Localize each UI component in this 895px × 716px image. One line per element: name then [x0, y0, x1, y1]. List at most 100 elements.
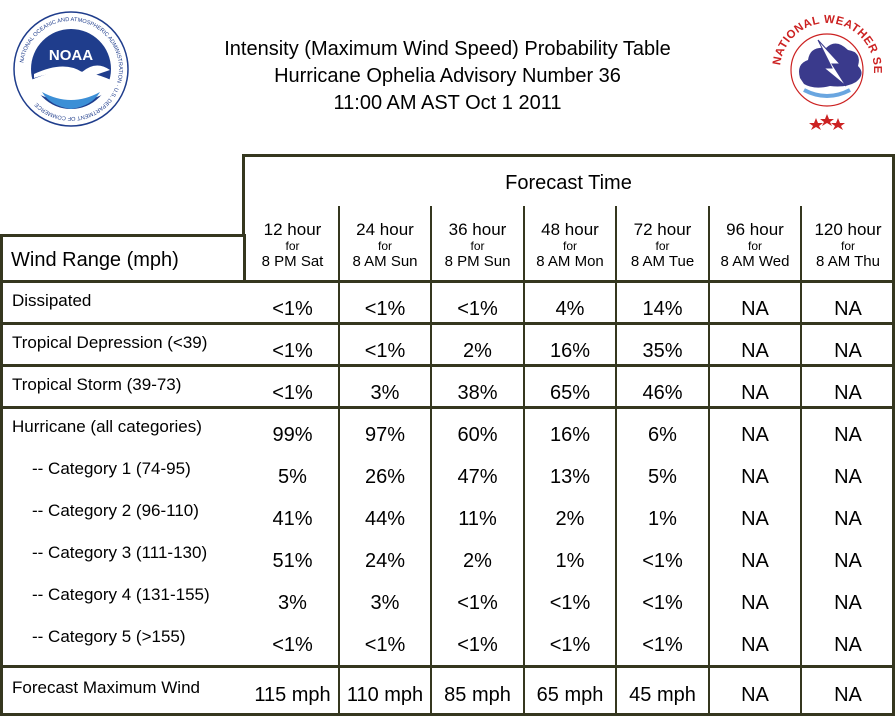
table-cell: 60%: [457, 424, 498, 446]
column-header-for: for: [377, 239, 392, 253]
advisory-time: 11:00 AM AST Oct 1 2011: [333, 92, 562, 114]
table-cell: <1%: [364, 340, 406, 362]
row-label: Tropical Storm (39-73): [12, 375, 182, 394]
table-cell: <1%: [272, 382, 313, 404]
table-cell: NA: [741, 382, 769, 404]
table-cell: 44%: [364, 508, 406, 530]
column-header-date: 8 AM Mon: [536, 253, 604, 270]
column-divider: [800, 206, 802, 716]
row-label: -- Category 5 (>155): [32, 627, 186, 646]
table-cell: 2%: [463, 340, 492, 362]
row-label: -- Category 3 (111-130): [32, 543, 208, 562]
column-header-for: for: [655, 239, 670, 253]
column-header-hour: 120 hour: [814, 220, 882, 239]
table-cell: NA: [741, 508, 769, 530]
table-cell: 2%: [463, 550, 492, 572]
table-cell: NA: [741, 550, 769, 572]
table-cell: NA: [834, 424, 862, 446]
column-header-hour: 96 hour: [726, 220, 784, 239]
table-cell: NA: [834, 634, 862, 656]
forecast-max-wind-label: Forecast Maximum Wind: [12, 678, 200, 697]
table-cell: 11%: [458, 508, 497, 530]
column-header-hour: 72 hour: [633, 220, 692, 239]
row-label: -- Category 4 (131-155): [32, 585, 210, 604]
table-cell: NA: [741, 424, 769, 446]
table-cell: 97%: [364, 424, 406, 446]
row-box-tropical-depression: [0, 322, 895, 367]
table-cell: NA: [741, 466, 769, 488]
column-divider: [615, 206, 617, 716]
table-cell: 1%: [555, 550, 585, 572]
column-divider: [523, 206, 525, 716]
table-cell: NA: [834, 550, 862, 572]
column-header: 48 hour for 8 AM Mon: [524, 220, 616, 271]
table-cell: 4%: [555, 298, 585, 320]
column-header: 12 hour for 8 PM Sat: [246, 220, 339, 271]
column-header-for: for: [562, 239, 577, 253]
header: NOAA NATIONAL OCEANIC AND ATMOSPHERIC AD…: [0, 0, 895, 150]
table-cell: NA: [834, 592, 862, 614]
wind-range-label: Wind Range (mph): [11, 249, 179, 271]
column-header-date: 8 AM Thu: [816, 253, 880, 270]
row-box-forecast-max-wind: [0, 665, 895, 716]
table-cell: <1%: [642, 550, 683, 572]
column-header-date: 8 PM Sat: [261, 253, 324, 270]
column-header: 24 hour for 8 AM Sun: [339, 220, 431, 271]
table-cell: NA: [741, 340, 769, 362]
forecast-max-wind-cell: NA: [741, 684, 769, 706]
column-header: 96 hour for 8 AM Wed: [709, 220, 801, 271]
table-cell: 16%: [549, 424, 591, 446]
row-box-hurricane: [0, 406, 895, 668]
page-title: Intensity (Maximum Wind Speed) Probabili…: [224, 38, 671, 60]
column-header-date: 8 AM Tue: [630, 253, 695, 270]
column-header-for: for: [470, 239, 485, 253]
table-cell: 38%: [457, 382, 498, 404]
table-cell: 65%: [549, 382, 591, 404]
table-cell: 6%: [648, 424, 677, 446]
table-cell: <1%: [642, 634, 683, 656]
table-cell: 3%: [278, 592, 307, 614]
table-cell: 99%: [272, 424, 313, 446]
column-header: 120 hour for 8 AM Thu: [801, 220, 895, 271]
table-cell: 2%: [555, 508, 585, 530]
forecast-max-wind-cell: 45 mph: [629, 684, 696, 706]
table-cell: NA: [741, 634, 769, 656]
row-label: Hurricane (all categories): [12, 417, 202, 436]
column-header-hour: 12 hour: [263, 220, 322, 239]
table-cell: <1%: [272, 298, 313, 320]
table-cell: NA: [834, 340, 862, 362]
column-divider: [338, 206, 340, 716]
forecast-time-header: Forecast Time: [242, 154, 895, 206]
table-cell: 1%: [648, 508, 677, 530]
table-cell: 14%: [642, 298, 683, 320]
table-cell: <1%: [549, 592, 591, 614]
row-label: Dissipated: [12, 291, 92, 310]
table-cell: 51%: [272, 550, 313, 572]
table-cell: NA: [741, 298, 769, 320]
row-label: -- Category 1 (74-95): [32, 459, 191, 478]
table-cell: <1%: [457, 592, 498, 614]
table-cell: NA: [834, 298, 862, 320]
column-header-hour: 24 hour: [356, 220, 414, 239]
table-cell: 41%: [272, 508, 313, 530]
noaa-logo-text: NOAA: [49, 47, 93, 64]
table-cell: <1%: [364, 634, 406, 656]
table-cell: 3%: [370, 592, 400, 614]
table-cell: <1%: [457, 634, 498, 656]
advisory-title: Hurricane Ophelia Advisory Number 36: [274, 65, 621, 87]
table-cell: 16%: [549, 340, 591, 362]
table-cell: 24%: [364, 550, 406, 572]
table-cell: NA: [834, 508, 862, 530]
forecast-max-wind-cell: NA: [834, 684, 862, 706]
table-cell: <1%: [642, 592, 683, 614]
row-box-tropical-storm: [0, 364, 895, 409]
table-cell: NA: [834, 382, 862, 404]
column-header-hour: 36 hour: [448, 220, 507, 239]
table-cell: <1%: [272, 634, 313, 656]
table-cell: 35%: [642, 340, 683, 362]
column-header-for: for: [840, 239, 855, 253]
forecast-max-wind-cell: 115 mph: [254, 684, 331, 706]
table-cell: 46%: [642, 382, 683, 404]
nws-logo: NATIONAL WEATHER SERVICE: [770, 8, 883, 130]
table-cell: <1%: [549, 634, 591, 656]
